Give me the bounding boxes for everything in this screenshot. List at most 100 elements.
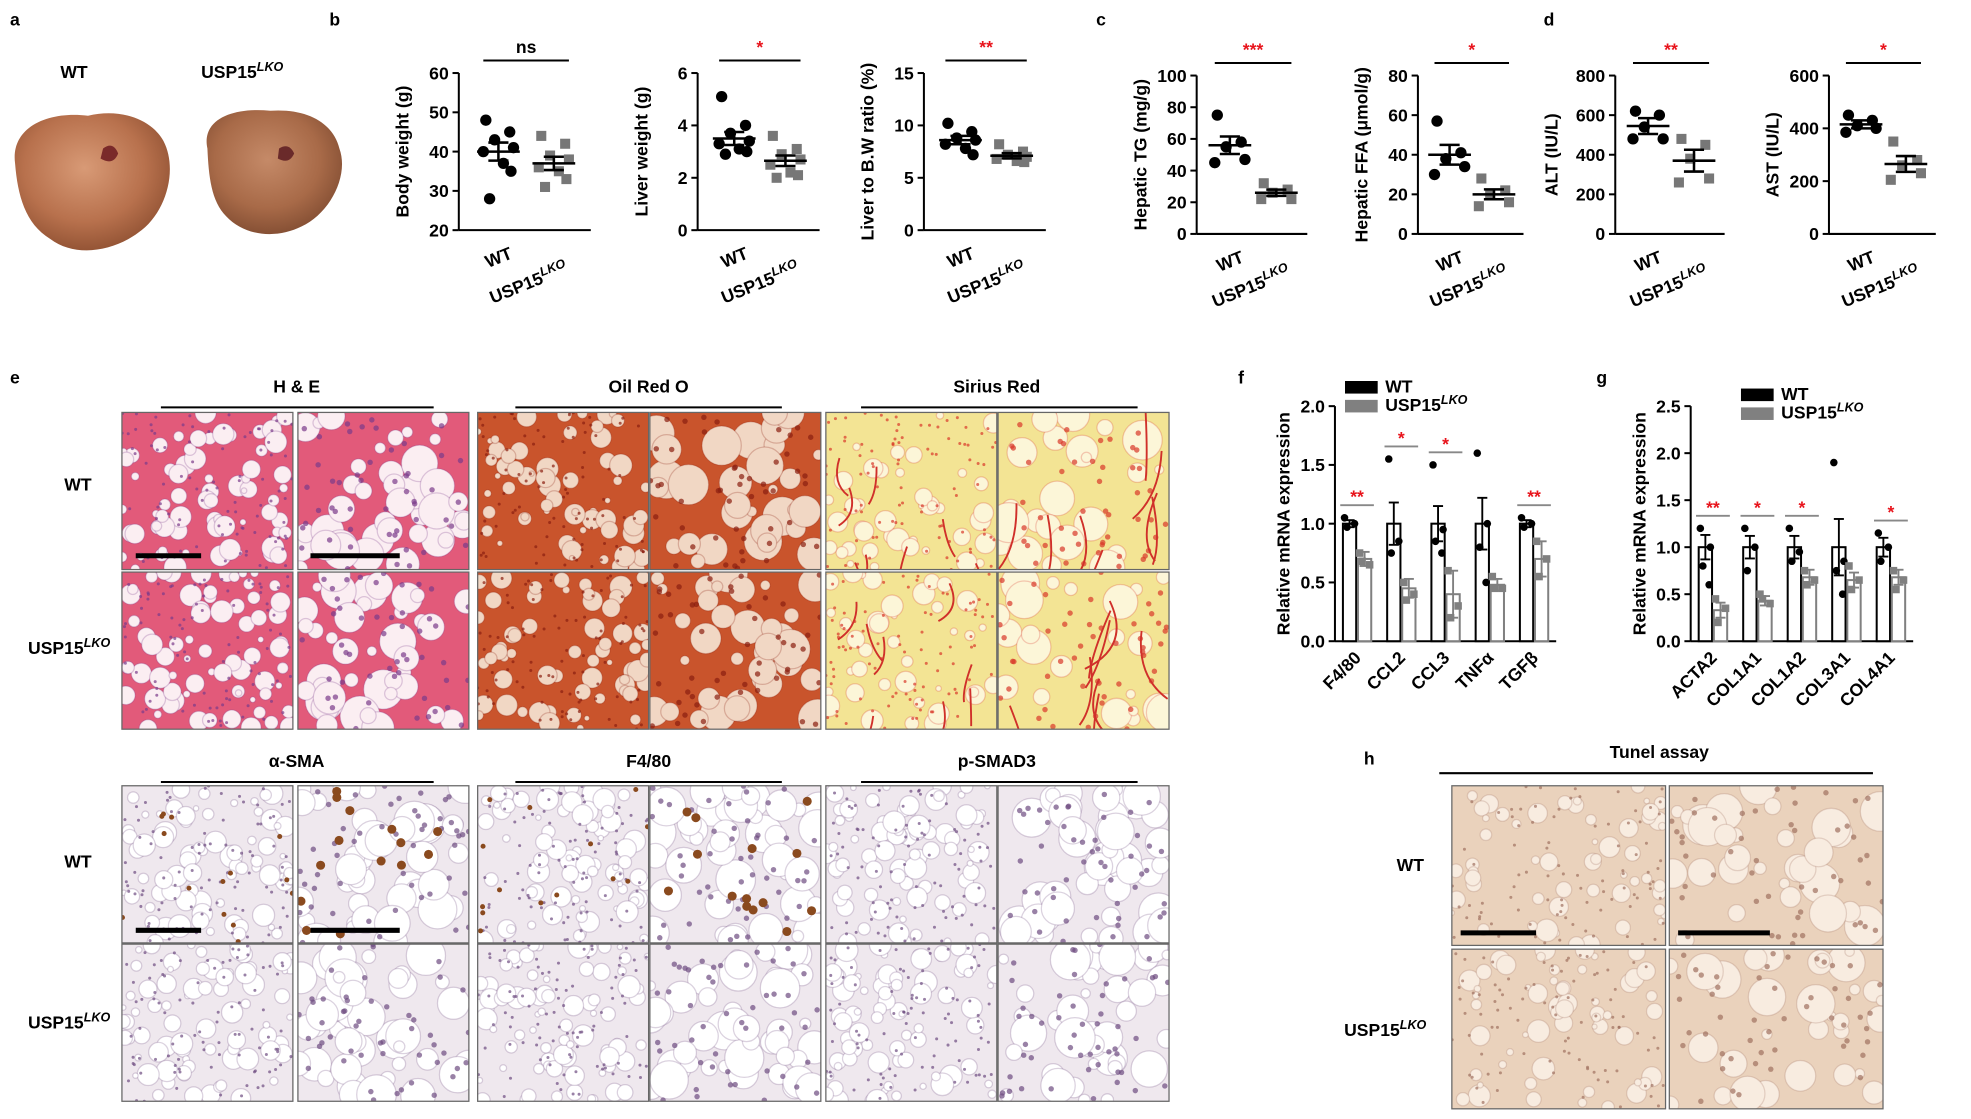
vacuole xyxy=(141,633,164,656)
nucleus xyxy=(566,915,570,919)
stain xyxy=(396,860,406,870)
nucleus xyxy=(649,813,656,820)
vacuole xyxy=(1585,813,1597,826)
vacuole xyxy=(203,493,219,509)
nucleus xyxy=(835,714,839,718)
micrograph xyxy=(121,572,293,730)
stain xyxy=(169,814,175,820)
nucleus xyxy=(1101,814,1107,820)
micrograph xyxy=(649,572,821,730)
vacuole xyxy=(709,831,731,853)
nucleus xyxy=(221,960,225,964)
vacuole xyxy=(447,785,469,805)
vacuole xyxy=(212,422,235,446)
nucleus xyxy=(602,497,606,501)
nucleus xyxy=(693,1086,699,1093)
nucleus xyxy=(1006,686,1012,692)
data-point xyxy=(1476,173,1487,184)
nucleus xyxy=(462,542,469,549)
nucleus xyxy=(148,939,152,943)
vacuole xyxy=(514,1029,526,1041)
nucleus xyxy=(560,690,564,694)
nucleus xyxy=(416,1052,423,1058)
nucleus xyxy=(946,1012,950,1016)
nucleus xyxy=(1146,843,1153,849)
nucleus xyxy=(258,1046,262,1050)
nucleus xyxy=(319,1040,325,1046)
vacuole xyxy=(599,1046,620,1068)
nucleus xyxy=(744,641,751,648)
nucleus xyxy=(591,1028,595,1032)
nucleus xyxy=(1599,908,1603,912)
data-point xyxy=(942,117,954,129)
vacuole xyxy=(477,573,488,590)
vacuole xyxy=(1084,851,1114,881)
nucleus xyxy=(549,573,554,577)
nucleus xyxy=(584,829,588,833)
photo-label-sup: LKO xyxy=(257,60,284,74)
nucleus xyxy=(1555,995,1559,999)
nucleus xyxy=(879,1072,883,1076)
vacuole xyxy=(710,603,736,629)
nucleus xyxy=(925,549,929,553)
nucleus xyxy=(957,867,961,871)
nucleus xyxy=(310,999,316,1005)
nucleus xyxy=(161,592,165,596)
nucleus xyxy=(963,442,967,446)
vacuole xyxy=(598,554,610,565)
vacuole xyxy=(1713,1086,1733,1106)
nucleus xyxy=(147,922,151,926)
nucleus xyxy=(148,976,152,980)
nucleus xyxy=(1092,837,1098,843)
stain xyxy=(230,922,236,928)
x-tick-label-base: USP15 xyxy=(1209,272,1268,311)
nucleus xyxy=(802,473,808,479)
nucleus xyxy=(506,960,511,964)
nucleus xyxy=(453,927,459,933)
nucleus xyxy=(935,1037,939,1041)
nucleus xyxy=(1862,923,1868,930)
nucleus xyxy=(954,916,958,920)
nucleus xyxy=(904,1022,908,1026)
nucleus xyxy=(555,978,559,982)
vacuole xyxy=(1115,856,1144,885)
nucleus xyxy=(496,636,500,640)
nucleus xyxy=(891,443,895,447)
nucleus xyxy=(348,1048,354,1054)
nucleus xyxy=(421,549,427,556)
nucleus xyxy=(897,503,901,507)
nucleus xyxy=(1072,530,1078,537)
data-point xyxy=(1721,604,1730,613)
vacuole xyxy=(151,826,175,849)
vacuole xyxy=(1137,944,1169,963)
vacuole xyxy=(201,807,215,821)
nucleus xyxy=(881,613,885,617)
nucleus xyxy=(923,611,927,615)
nucleus xyxy=(1064,427,1070,433)
nucleus xyxy=(1020,1052,1027,1058)
vacuole xyxy=(1155,572,1170,585)
nucleus xyxy=(603,660,607,664)
vacuole xyxy=(249,572,260,578)
nucleus xyxy=(131,1062,135,1066)
vacuole xyxy=(215,1079,228,1092)
nucleus xyxy=(354,472,361,478)
vacuole xyxy=(184,634,195,645)
nucleus xyxy=(279,1029,283,1033)
data-point xyxy=(1699,562,1707,570)
nucleus xyxy=(1765,893,1772,900)
nucleus xyxy=(494,678,498,682)
nucleus xyxy=(745,934,751,940)
nucleus xyxy=(954,691,958,695)
nucleus xyxy=(660,1097,666,1102)
nucleus xyxy=(513,417,517,421)
vacuole xyxy=(171,785,191,799)
micrograph-border xyxy=(297,571,470,730)
vacuole xyxy=(1151,855,1170,875)
vacuole xyxy=(797,572,821,603)
nucleus xyxy=(1611,1026,1615,1030)
data-point xyxy=(1019,157,1030,168)
vacuole xyxy=(1640,872,1653,885)
x-tick-label: TNFα xyxy=(1452,647,1498,693)
nucleus xyxy=(1661,1083,1665,1087)
